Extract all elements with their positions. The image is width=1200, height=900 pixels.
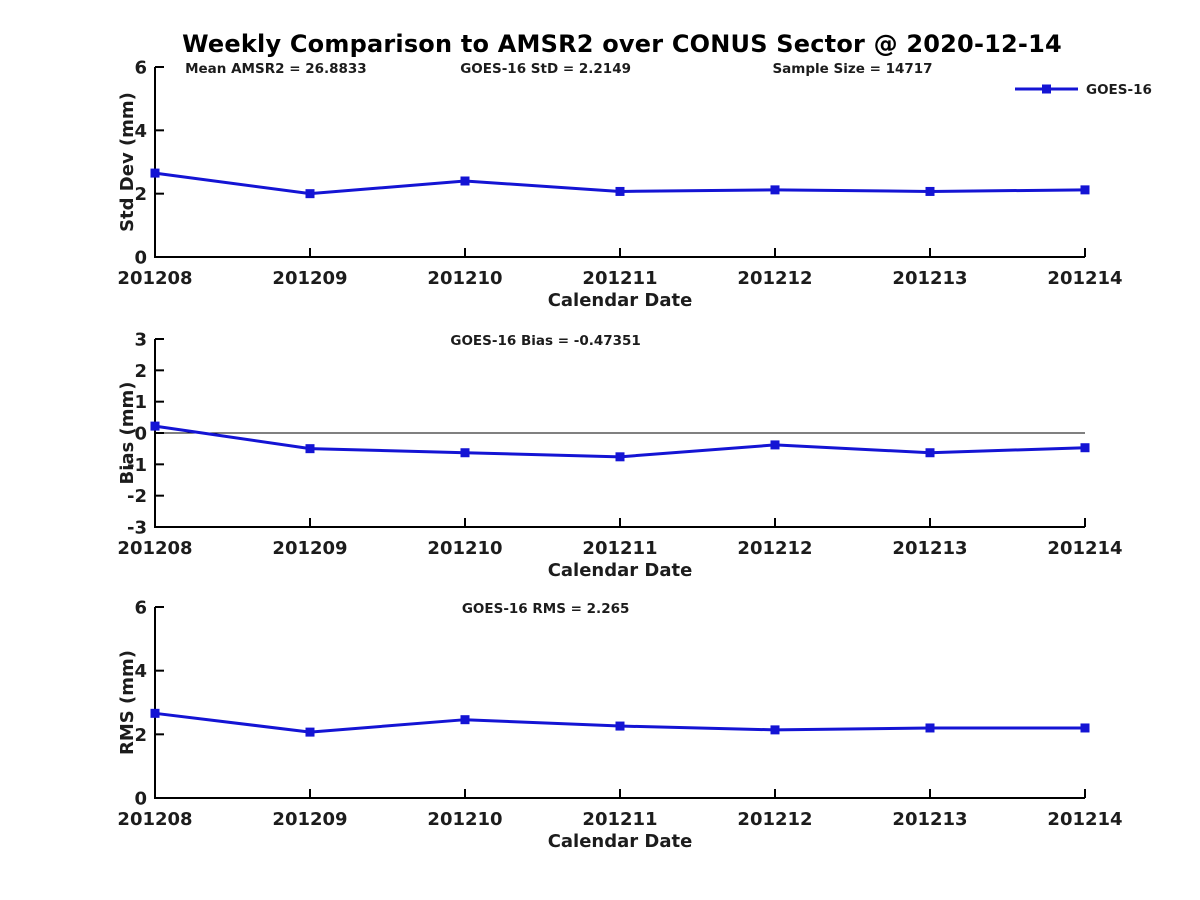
data-point [150, 168, 160, 178]
x-tick-label: 201210 [427, 809, 502, 830]
y-tick-label: 6 [134, 58, 147, 79]
x-tick-label: 201208 [117, 268, 192, 289]
x-tick-label: 201209 [272, 268, 347, 289]
x-tick-label: 201213 [892, 538, 967, 559]
data-point [150, 421, 160, 431]
x-tick-label: 201210 [427, 538, 502, 559]
data-point [615, 721, 625, 731]
y-tick-label: -1 [127, 455, 147, 476]
x-tick-label: 201214 [1047, 268, 1122, 289]
annotation-std-dev-0: Mean AMSR2 = 26.8833 [185, 61, 367, 77]
x-tick-label: 201213 [892, 268, 967, 289]
y-tick-label: 2 [134, 725, 147, 746]
data-point [615, 186, 625, 196]
annotation-rms-0: GOES-16 RMS = 2.265 [462, 601, 630, 617]
x-tick-label: 201212 [737, 809, 812, 830]
x-tick-label: 201210 [427, 268, 502, 289]
x-tick-label: 201213 [892, 809, 967, 830]
x-axis-label: Calendar Date [548, 560, 693, 581]
data-point [305, 727, 315, 737]
x-axis-label: Calendar Date [548, 290, 693, 311]
axis-lines [154, 67, 1085, 258]
annotation-bias-0: GOES-16 Bias = -0.47351 [450, 333, 640, 349]
y-tick-label: 4 [134, 121, 147, 142]
data-point [305, 444, 315, 454]
y-tick-label: 0 [134, 424, 147, 445]
data-point [305, 189, 315, 199]
y-tick-label: -3 [127, 518, 147, 539]
x-axis-label: Calendar Date [548, 831, 693, 852]
data-point [925, 186, 935, 196]
axis-lines [154, 607, 1085, 799]
data-point [770, 440, 780, 450]
y-tick-label: 0 [134, 789, 147, 810]
chart-rms: 0 2 4 6 201208 201209 201210 201211 201212 201213… [117, 598, 1123, 853]
figure-title: Weekly Comparison to AMSR2 over CONUS Se… [182, 30, 1062, 58]
data-point [460, 715, 470, 725]
x-tick-label: 201208 [117, 538, 192, 559]
x-tick-label: 201211 [582, 538, 657, 559]
legend-label: GOES-16 [1086, 82, 1152, 98]
data-point [770, 725, 780, 735]
data-point [1080, 185, 1090, 195]
annotation-std-dev-2: Sample Size = 14717 [772, 61, 932, 77]
data-point [615, 452, 625, 462]
x-tick-label: 201208 [117, 809, 192, 830]
data-point [1080, 723, 1090, 733]
data-point [770, 185, 780, 195]
x-tick-label: 201211 [582, 268, 657, 289]
y-axis-label: RMS (mm) [117, 650, 138, 755]
y-axis-label: Bias (mm) [117, 382, 138, 485]
y-tick-label: 3 [134, 330, 147, 351]
x-tick-label: 201214 [1047, 809, 1122, 830]
y-tick-label: 1 [134, 392, 147, 413]
y-tick-label: 2 [134, 184, 147, 205]
data-point [925, 448, 935, 458]
data-point [460, 448, 470, 458]
data-point [1080, 443, 1090, 453]
y-tick-label: -2 [127, 486, 147, 507]
y-tick-label: 6 [134, 598, 147, 619]
x-tick-label: 201212 [737, 268, 812, 289]
y-tick-label: 2 [134, 361, 147, 382]
x-tick-label: 201209 [272, 809, 347, 830]
data-point [925, 723, 935, 733]
data-point [150, 708, 160, 718]
y-axis-label: Std Dev (mm) [117, 92, 138, 232]
y-tick-label: 4 [134, 661, 147, 682]
x-tick-label: 201214 [1047, 538, 1122, 559]
x-tick-label: 201211 [582, 809, 657, 830]
y-tick-label: 0 [134, 248, 147, 269]
legend-marker-sample [1042, 84, 1051, 94]
chart-bias: -3 -2 -1 0 1 2 3 201208 201209 201210 201211 201212… [117, 330, 1123, 582]
chart-std-dev: 0 2 4 6 201208 201209 201210 201211 201212 201213… [117, 58, 1152, 312]
legend: GOES-16 [1015, 82, 1152, 98]
x-tick-label: 201212 [737, 538, 812, 559]
x-tick-label: 201209 [272, 538, 347, 559]
annotation-std-dev-1: GOES-16 StD = 2.2149 [460, 61, 631, 77]
data-line-bias [154, 424, 1086, 459]
data-point [460, 176, 470, 186]
